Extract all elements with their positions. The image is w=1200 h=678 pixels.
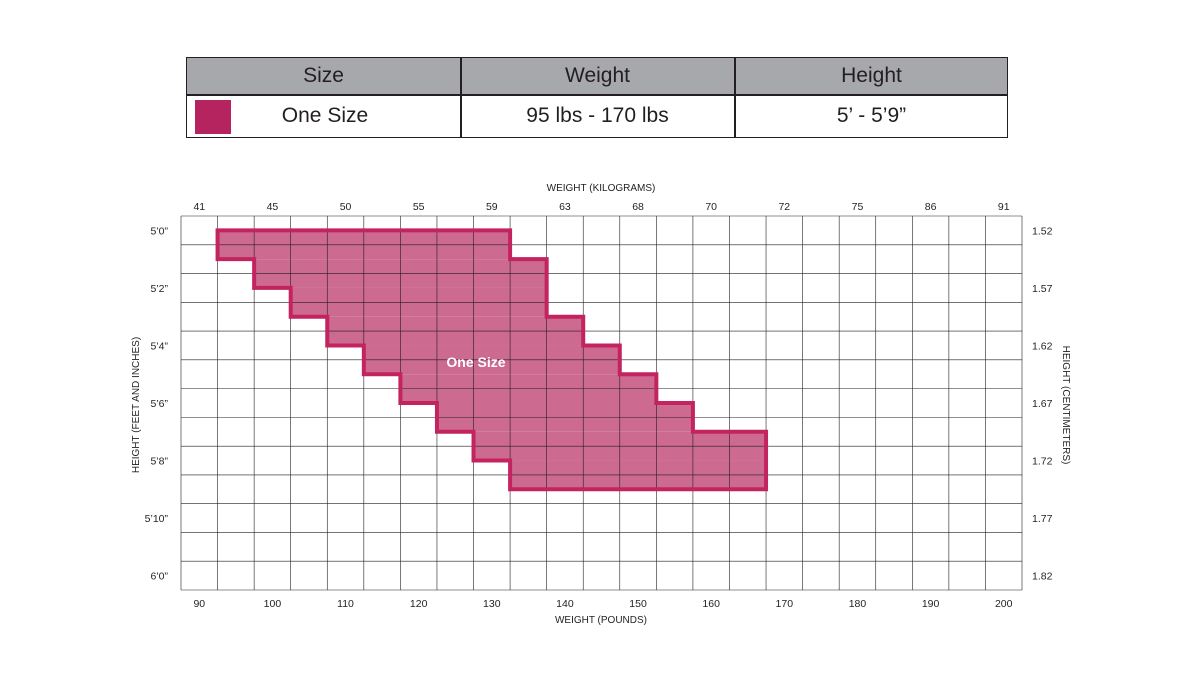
x-top-tick-label: 55: [413, 201, 425, 213]
size-table-header: [187, 58, 1007, 94]
x-top-tick-label: 70: [705, 201, 717, 213]
height-value: 5’ - 5’9”: [836, 104, 907, 127]
x-bottom-tick-label: 90: [193, 598, 205, 610]
y-right-axis-title: HEIGHT (CENTIMETERS): [1060, 346, 1071, 465]
x-bottom-tick-label: 190: [922, 598, 940, 610]
chart-labels: 90 100 110 120 130 140 150 160 170 180 190 200 41 45 5…: [145, 201, 1053, 610]
x-bottom-tick-label: 150: [629, 598, 647, 610]
y-right-tick-label: 1.77: [1032, 513, 1053, 525]
x-top-tick-label: 41: [193, 201, 205, 213]
x-bottom-tick-label: 140: [556, 598, 574, 610]
x-top-tick-label: 68: [632, 201, 644, 213]
y-left-tick-label: 5’0”: [150, 225, 168, 237]
y-right-tick-label: 1.62: [1032, 340, 1053, 352]
one-size-color-swatch: [195, 100, 231, 134]
y-right-tick-label: 1.67: [1032, 398, 1053, 410]
y-right-tick-label: 1.82: [1032, 571, 1053, 583]
x-top-tick-label: 50: [340, 201, 352, 213]
chart-grid: [180, 215, 1023, 591]
x-top-tick-label: 45: [267, 201, 279, 213]
y-right-tick-label: 1.57: [1032, 283, 1053, 295]
x-bottom-axis-title: WEIGHT (POUNDS): [555, 615, 647, 626]
size-header: Size: [303, 64, 344, 87]
y-left-tick-label: 5’10”: [145, 513, 169, 525]
one-size-outline: [215, 228, 769, 492]
y-left-tick-label: 5’6”: [150, 398, 168, 410]
column-divider: [734, 58, 736, 137]
x-bottom-tick-label: 100: [264, 598, 282, 610]
x-bottom-tick-label: 160: [702, 598, 720, 610]
weight-value: 95 lbs - 170 lbs: [526, 104, 669, 127]
x-top-tick-label: 86: [925, 201, 937, 213]
y-left-axis-title: HEIGHT (FEET AND INCHES): [131, 337, 142, 473]
x-top-tick-label: 75: [852, 201, 864, 213]
size-value: One Size: [281, 104, 369, 127]
height-header: Height: [841, 64, 902, 87]
x-bottom-tick-label: 170: [776, 598, 794, 610]
y-left-tick-label: 5’8”: [150, 456, 168, 468]
x-top-tick-label: 63: [559, 201, 571, 213]
header-divider: [187, 94, 1007, 96]
size-table: Size Weight Height One Size 95 lbs - 170…: [186, 57, 1008, 138]
y-left-tick-label: 5’4”: [150, 340, 168, 352]
y-right-tick-label: 1.52: [1032, 225, 1053, 237]
x-bottom-tick-label: 180: [849, 598, 867, 610]
x-bottom-tick-label: 200: [995, 598, 1013, 610]
y-right-tick-label: 1.72: [1032, 456, 1053, 468]
x-top-axis-title: WEIGHT (KILOGRAMS): [547, 183, 656, 194]
x-bottom-tick-label: 120: [410, 598, 428, 610]
x-top-tick-label: 91: [998, 201, 1010, 213]
x-bottom-tick-label: 130: [483, 598, 501, 610]
region-outline: [215, 228, 769, 492]
x-top-tick-label: 72: [778, 201, 790, 213]
y-left-tick-label: 6’0”: [150, 571, 168, 583]
x-bottom-tick-label: 110: [337, 598, 354, 610]
column-divider: [460, 58, 462, 137]
one-size-label: One Size: [446, 354, 505, 370]
y-left-tick-label: 5’2”: [150, 283, 168, 295]
x-top-tick-label: 59: [486, 201, 498, 213]
weight-header: Weight: [565, 64, 630, 87]
